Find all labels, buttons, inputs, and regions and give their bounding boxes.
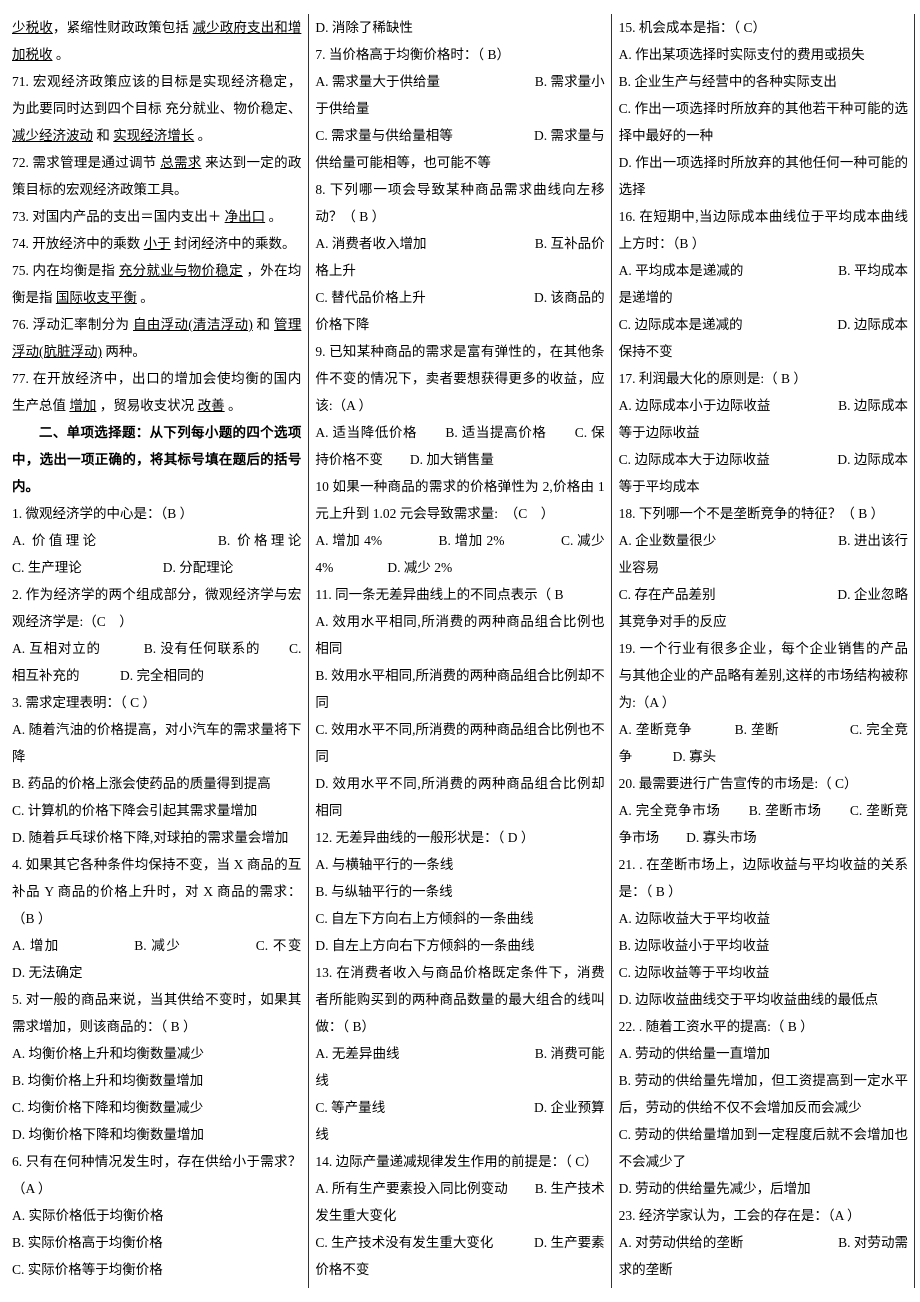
q11: 11. 同一条无差异曲线上的不同点表示（ B bbox=[315, 581, 604, 608]
text-73: 73. 对国内产品的支出＝国内支出＋ 净出口 。 bbox=[12, 203, 301, 230]
q12c: C. 自左下方向右上方倾斜的一条曲线 bbox=[315, 905, 604, 932]
q22b: B. 劳动的供给量先增加，但工资提高到一定水平后，劳动的供给不仅不会增加反而会减… bbox=[619, 1067, 908, 1121]
q16b: C. 边际成本是递减的 D. 边际成本保持不变 bbox=[619, 311, 908, 365]
text-72: 72. 需求管理是通过调节 总需求 来达到一定的政策目标的宏观经济政策工具。 bbox=[12, 149, 301, 203]
q19-opts: A. 垄断竞争 B. 垄断 C. 完全竞争 D. 寡头 bbox=[619, 716, 908, 770]
text-74: 74. 开放经济中的乘数 小于 封闭经济中的乘数。 bbox=[12, 230, 301, 257]
q6c: C. 实际价格等于均衡价格 bbox=[12, 1256, 301, 1283]
q6b: B. 实际价格高于均衡价格 bbox=[12, 1229, 301, 1256]
q16a: A. 平均成本是递减的 B. 平均成本是递增的 bbox=[619, 257, 908, 311]
q15c: C. 作出一项选择时所放弃的其他若干种可能的选择中最好的一种 bbox=[619, 95, 908, 149]
q7a: A. 需求量大于供给量 B. 需求量小于供给量 bbox=[315, 68, 604, 122]
q20: 20. 最需要进行广告宣传的市场是:（ C） bbox=[619, 770, 908, 797]
q14b: C. 生产技术没有发生重大变化 D. 生产要素价格不变 bbox=[315, 1229, 604, 1283]
q12b: B. 与纵轴平行的一条线 bbox=[315, 878, 604, 905]
q21b: B. 边际收益小于平均收益 bbox=[619, 932, 908, 959]
q15b: B. 企业生产与经营中的各种实际支出 bbox=[619, 68, 908, 95]
text-70: 少税收，紧缩性财政政策包括 减少政府支出和增加税收 。 bbox=[12, 14, 301, 68]
q5a: A. 均衡价格上升和均衡数量减少 bbox=[12, 1040, 301, 1067]
q19: 19. 一个行业有很多企业，每个企业销售的产品与其他企业的产品略有差别,这样的市… bbox=[619, 635, 908, 716]
q5c: C. 均衡价格下降和均衡数量减少 bbox=[12, 1094, 301, 1121]
q11c: C. 效用水平不同,所消费的两种商品组合比例也不同 bbox=[315, 716, 604, 770]
q22: 22. . 随着工资水平的提高:（ B ） bbox=[619, 1013, 908, 1040]
q8a: A. 消费者收入增加 B. 互补品价格上升 bbox=[315, 230, 604, 284]
q11a: A. 效用水平相同,所消费的两种商品组合比例也相同 bbox=[315, 608, 604, 662]
q9: 9. 已知某种商品的需求是富有弹性的，在其他条件不变的情况下，卖者要想获得更多的… bbox=[315, 338, 604, 419]
q22d: D. 劳动的供给量先减少，后增加 bbox=[619, 1175, 908, 1202]
q12: 12. 无差异曲线的一般形状是：（ D ） bbox=[315, 824, 604, 851]
q1: 1. 微观经济学的中心是：（B ） bbox=[12, 500, 301, 527]
q4-opts: A. 增加 B. 减少 C. 不变 D. 无法确定 bbox=[12, 932, 301, 986]
q23a: A. 对劳动供给的垄断 B. 对劳动需求的垄断 bbox=[619, 1229, 908, 1283]
q21a: A. 边际收益大于平均收益 bbox=[619, 905, 908, 932]
q15a: A. 作出某项选择时实际支付的费用或损失 bbox=[619, 41, 908, 68]
q15d: D. 作出一项选择时所放弃的其他任何一种可能的选择 bbox=[619, 149, 908, 203]
q11b: B. 效用水平相同,所消费的两种商品组合比例却不同 bbox=[315, 662, 604, 716]
q6d: D. 消除了稀缺性 bbox=[315, 14, 604, 41]
q17b: C. 边际成本大于边际收益 D. 边际成本等于平均成本 bbox=[619, 446, 908, 500]
q1-opts: A. 价值理论 B. 价格理论 C. 生产理论 D. 分配理论 bbox=[12, 527, 301, 581]
q8b: C. 替代品价格上升 D. 该商品的价格下降 bbox=[315, 284, 604, 338]
q20-opts: A. 完全竞争市场 B. 垄断市场 C. 垄断竞争市场 D. 寡头市场 bbox=[619, 797, 908, 851]
q18b: C. 存在产品差别 D. 企业忽略其竞争对手的反应 bbox=[619, 581, 908, 635]
q5: 5. 对一般的商品来说，当其供给不变时，如果其需求增加，则该商品的：（ B ） bbox=[12, 986, 301, 1040]
q17a: A. 边际成本小于边际收益 B. 边际成本等于边际收益 bbox=[619, 392, 908, 446]
q6a: A. 实际价格低于均衡价格 bbox=[12, 1202, 301, 1229]
q7b: C. 需求量与供给量相等 D. 需求量与供给量可能相等，也可能不等 bbox=[315, 122, 604, 176]
text-77: 77. 在开放经济中，出口的增加会使均衡的国内生产总值 增加 ，贸易收支状况 改… bbox=[12, 365, 301, 419]
q7: 7. 当价格高于均衡价格时：（ B） bbox=[315, 41, 604, 68]
q17: 17. 利润最大化的原则是:（ B ） bbox=[619, 365, 908, 392]
q3b: B. 药品的价格上涨会使药品的质量得到提高 bbox=[12, 770, 301, 797]
q5b: B. 均衡价格上升和均衡数量增加 bbox=[12, 1067, 301, 1094]
q3d: D. 随着乒乓球价格下降,对球拍的需求量会增加 bbox=[12, 824, 301, 851]
q21c: C. 边际收益等于平均收益 bbox=[619, 959, 908, 986]
q2: 2. 作为经济学的两个组成部分，微观经济学与宏观经济学是:（C ） bbox=[12, 581, 301, 635]
q10: 10 如果一种商品的需求的价格弹性为 2,价格由 1 元上升到 1.02 元会导… bbox=[315, 473, 604, 527]
q3a: A. 随着汽油的价格提高，对小汽车的需求量将下降 bbox=[12, 716, 301, 770]
q3: 3. 需求定理表明：（ C ） bbox=[12, 689, 301, 716]
q21: 21. . 在垄断市场上，边际收益与平均收益的关系是：（ B ） bbox=[619, 851, 908, 905]
q22c: C. 劳动的供给量增加到一定程度后就不会增加也不会减少了 bbox=[619, 1121, 908, 1175]
q12d: D. 自左上方向右下方倾斜的一条曲线 bbox=[315, 932, 604, 959]
q11d: D. 效用水平不同,所消费的两种商品组合比例却相同 bbox=[315, 770, 604, 824]
q15: 15. 机会成本是指：（ C） bbox=[619, 14, 908, 41]
q22a: A. 劳动的供给量一直增加 bbox=[619, 1040, 908, 1067]
q12a: A. 与横轴平行的一条线 bbox=[315, 851, 604, 878]
q14a: A. 所有生产要素投入同比例变动 B. 生产技术发生重大变化 bbox=[315, 1175, 604, 1229]
q8: 8. 下列哪一项会导致某种商品需求曲线向左移动？（ B ） bbox=[315, 176, 604, 230]
q10-opts: A. 增加 4% B. 增加 2% C. 减少 4% D. 减少 2% bbox=[315, 527, 604, 581]
q13b: C. 等产量线 D. 企业预算线 bbox=[315, 1094, 604, 1148]
q4: 4. 如果其它各种条件均保持不变，当 X 商品的互补品 Y 商品的价格上升时，对… bbox=[12, 851, 301, 932]
text-75: 75. 内在均衡是指 充分就业与物价稳定 ，外在均衡是指 国际收支平衡 。 bbox=[12, 257, 301, 311]
section-heading: 二、单项选择题：从下列每小题的四个选项中，选出一项正确的，将其标号填在题后的括号… bbox=[12, 419, 301, 500]
q3c: C. 计算机的价格下降会引起其需求量增加 bbox=[12, 797, 301, 824]
q18a: A. 企业数量很少 B. 进出该行业容易 bbox=[619, 527, 908, 581]
q6: 6. 只有在何种情况发生时，存在供给小于需求？（A ） bbox=[12, 1148, 301, 1202]
q14: 14. 边际产量递减规律发生作用的前提是：（ C） bbox=[315, 1148, 604, 1175]
q16: 16. 在短期中,当边际成本曲线位于平均成本曲线上方时：（B ） bbox=[619, 203, 908, 257]
text-71: 71. 宏观经济政策应该的目标是实现经济稳定，为此要同时达到四个目标 充分就业、… bbox=[12, 68, 301, 149]
q18: 18. 下列哪一个不是垄断竞争的特征？（ B ） bbox=[619, 500, 908, 527]
q13a: A. 无差异曲线 B. 消费可能线 bbox=[315, 1040, 604, 1094]
q23: 23. 经济学家认为，工会的存在是：（A ） bbox=[619, 1202, 908, 1229]
q13: 13. 在消费者收入与商品价格既定条件下，消费者所能购买到的两种商品数量的最大组… bbox=[315, 959, 604, 1040]
q2-opts: A. 互相对立的 B. 没有任何联系的 C. 相互补充的 D. 完全相同的 bbox=[12, 635, 301, 689]
q9-opts: A. 适当降低价格 B. 适当提高价格 C. 保持价格不变 D. 加大销售量 bbox=[315, 419, 604, 473]
q21d: D. 边际收益曲线交于平均收益曲线的最低点 bbox=[619, 986, 908, 1013]
q5d: D. 均衡价格下降和均衡数量增加 bbox=[12, 1121, 301, 1148]
text-76: 76. 浮动汇率制分为 自由浮动(清洁浮动) 和 管理浮动(肮脏浮动) 两种。 bbox=[12, 311, 301, 365]
